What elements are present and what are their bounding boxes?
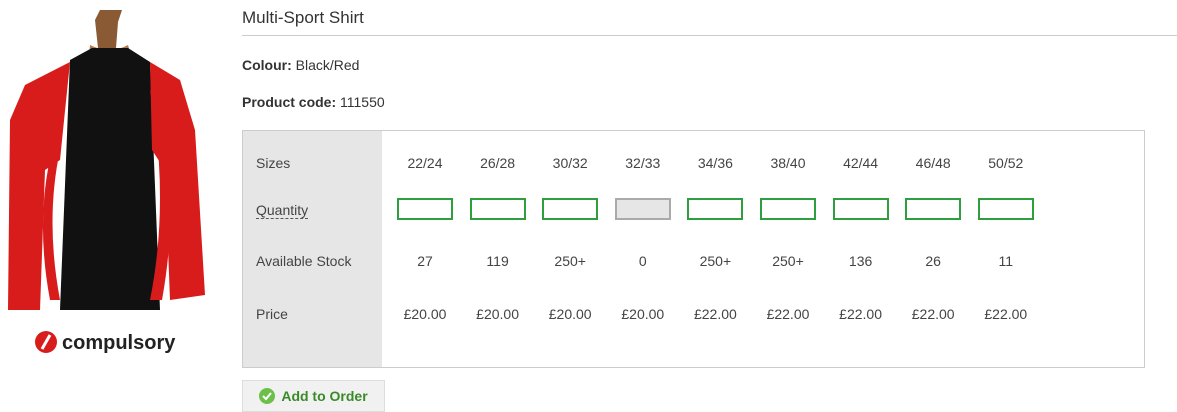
- product-code: Product code: 111550: [242, 94, 385, 110]
- product-title: Multi-Sport Shirt: [242, 8, 364, 28]
- size: 50/52: [970, 155, 1042, 171]
- colour-value: Black/Red: [296, 57, 360, 73]
- check-icon: [259, 388, 275, 404]
- quantity-input[interactable]: [470, 198, 526, 220]
- quantity-input[interactable]: [833, 198, 889, 220]
- price: £20.00: [607, 306, 679, 322]
- row-label: Available Stock: [256, 253, 351, 269]
- colour-label: Colour:: [242, 57, 292, 73]
- price: £22.00: [897, 306, 969, 322]
- row-label: Sizes: [256, 155, 290, 171]
- price: £20.00: [462, 306, 534, 322]
- stock: 136: [825, 253, 897, 269]
- size: 26/28: [462, 155, 534, 171]
- quantity-input[interactable]: [542, 198, 598, 220]
- price: £22.00: [752, 306, 824, 322]
- quantity-input[interactable]: [978, 198, 1034, 220]
- quantity-input[interactable]: [760, 198, 816, 220]
- price: £22.00: [970, 306, 1042, 322]
- add-to-order[interactable]: Add to Order: [242, 380, 385, 412]
- divider: [242, 35, 1177, 36]
- row-label: Quantity: [256, 202, 308, 219]
- price: £20.00: [389, 306, 461, 322]
- stock: 27: [389, 253, 461, 269]
- size: 46/48: [897, 155, 969, 171]
- stock: 0: [607, 253, 679, 269]
- quantity-input[interactable]: [687, 198, 743, 220]
- brand: compulsory: [62, 332, 176, 354]
- product-image: compulsory: [0, 0, 215, 370]
- size: 30/32: [534, 155, 606, 171]
- size-table: Sizes Quantity Available Stock Price 22/24 27…: [242, 130, 1145, 368]
- stock: 119: [462, 253, 534, 269]
- stock: 250+: [752, 253, 824, 269]
- row-label: Price: [256, 306, 288, 322]
- colour: Colour: Black/Red: [242, 57, 359, 73]
- quantity-input[interactable]: [397, 198, 453, 220]
- price: £20.00: [534, 306, 606, 322]
- size: 38/40: [752, 155, 824, 171]
- price: £22.00: [825, 306, 897, 322]
- stock: 11: [970, 253, 1042, 269]
- quantity-input[interactable]: [905, 198, 961, 220]
- price: £22.00: [679, 306, 751, 322]
- code-value: 111550: [340, 94, 385, 110]
- button-label: Add to Order: [281, 388, 367, 404]
- stock: 250+: [534, 253, 606, 269]
- size: 42/44: [825, 155, 897, 171]
- size: 22/24: [389, 155, 461, 171]
- size: 32/33: [607, 155, 679, 171]
- quantity-input: [615, 198, 671, 220]
- size: 34/36: [679, 155, 751, 171]
- code-label: Product code:: [242, 94, 336, 110]
- page: compulsory Multi-Sport Shirt Colour: Bla…: [0, 0, 1177, 410]
- stock: 250+: [679, 253, 751, 269]
- stock: 26: [897, 253, 969, 269]
